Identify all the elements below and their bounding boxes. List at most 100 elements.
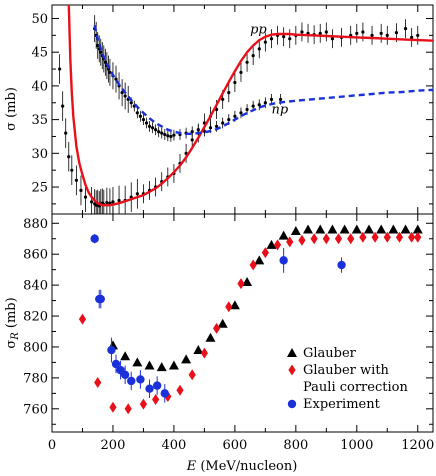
point-experiment xyxy=(279,256,288,265)
point-glauber-with-pauli-correction xyxy=(237,278,245,290)
legend-marker-glauber xyxy=(287,348,297,357)
bottom-y-axis-label: σR (mb) xyxy=(4,297,21,348)
data-point-np xyxy=(123,94,127,98)
data-point-np xyxy=(257,103,261,107)
data-point-np xyxy=(269,97,274,101)
data-point-np xyxy=(141,118,146,122)
y-tick-label-bot-860: 860 xyxy=(23,248,48,263)
point-experiment xyxy=(96,294,105,304)
data-point-np xyxy=(196,128,200,132)
data-point-np xyxy=(163,132,167,137)
top-y-axis-label: σ (mb) xyxy=(4,87,19,131)
data-point-pp xyxy=(385,33,389,37)
data-point-pp xyxy=(79,188,83,193)
y-tick-label-top-35: 35 xyxy=(31,113,48,128)
legend-marker-experiment xyxy=(287,399,297,409)
point-glauber-with-pauli-correction xyxy=(395,231,404,243)
y-tick-label-bot-820: 820 xyxy=(23,310,48,325)
data-point-np xyxy=(169,134,173,139)
panel-cross-section: 25 30 35 40 45 50 σ (mb) pp np xyxy=(4,4,434,215)
point-glauber-with-pauli-correction xyxy=(200,347,208,359)
data-point-pp xyxy=(282,35,286,39)
point-glauber xyxy=(254,255,265,265)
data-point-pp xyxy=(410,35,414,39)
point-glauber-with-pauli-correction xyxy=(225,301,233,313)
data-point-np xyxy=(160,131,164,135)
point-glauber xyxy=(376,224,387,234)
point-glauber xyxy=(388,224,399,234)
x-axis-label: E (MeV/nucleon) xyxy=(186,459,298,474)
point-glauber xyxy=(303,224,314,234)
data-point-pp xyxy=(64,131,68,135)
data-point-np xyxy=(245,107,249,112)
data-point-np xyxy=(233,114,237,118)
bottom-axes: 760 780 800 820 840 860 880 0 200 400 600 800 1000 12… xyxy=(23,214,434,453)
point-glauber-with-pauli-correction xyxy=(371,231,379,243)
point-experiment xyxy=(136,375,145,384)
data-point-np xyxy=(150,126,155,130)
data-point-np xyxy=(135,111,139,115)
data-point-np xyxy=(99,50,103,54)
y-tick-label-bot-840: 840 xyxy=(23,279,48,294)
data-point-np xyxy=(239,111,243,115)
data-point-np xyxy=(96,43,100,48)
data-point-np xyxy=(263,101,267,105)
point-experiment xyxy=(107,345,116,355)
legend-label-glauber-with-pauli-correction: Pauli correction xyxy=(303,380,408,395)
x-tick-label-200: 200 xyxy=(101,438,126,453)
point-glauber-with-pauli-correction xyxy=(347,233,355,245)
x-tick-label-800: 800 xyxy=(283,438,308,453)
point-glauber xyxy=(120,351,131,361)
x-tick-label-600: 600 xyxy=(222,438,247,453)
point-glauber xyxy=(363,224,374,234)
point-glauber xyxy=(217,318,228,328)
point-glauber xyxy=(351,224,362,234)
data-point-pp xyxy=(190,138,194,142)
data-point-np xyxy=(279,97,283,101)
data-point-pp xyxy=(269,37,274,41)
data-point-np xyxy=(227,118,231,122)
legend-label-glauber: Glauber xyxy=(303,346,357,361)
data-point-pp xyxy=(111,200,115,204)
data-point-pp xyxy=(288,37,292,41)
data-point-np xyxy=(166,134,170,138)
data-point-pp xyxy=(105,200,109,205)
data-point-np xyxy=(114,77,118,81)
x-tick-label-1000: 1000 xyxy=(340,438,373,453)
data-point-np xyxy=(190,130,194,134)
data-point-np xyxy=(172,133,176,137)
data-point-pp xyxy=(70,168,74,172)
y-tick-label-bot-880: 880 xyxy=(23,217,48,232)
panel-top-frame xyxy=(51,4,434,215)
point-experiment xyxy=(145,384,154,393)
point-glauber-with-pauli-correction xyxy=(261,247,269,259)
data-point-pp xyxy=(355,31,359,35)
point-glauber-with-pauli-correction xyxy=(359,231,367,243)
data-point-pp xyxy=(379,31,383,35)
point-glauber xyxy=(400,224,411,234)
data-point-pp xyxy=(67,155,71,159)
data-point-pp xyxy=(318,31,322,35)
point-experiment xyxy=(111,359,121,369)
point-glauber xyxy=(412,224,423,234)
point-experiment xyxy=(127,376,136,386)
data-point-pp xyxy=(58,67,62,71)
point-glauber xyxy=(168,360,179,370)
point-glauber xyxy=(242,277,253,287)
data-point-np xyxy=(129,101,133,105)
panel-bottom-frame xyxy=(51,213,434,433)
data-point-np xyxy=(157,130,161,134)
legend-marker-glauber-with-pauli-correction xyxy=(288,364,296,376)
point-glauber xyxy=(229,300,240,310)
y-tick-label-bot-800: 800 xyxy=(23,340,48,355)
point-glauber-with-pauli-correction xyxy=(124,403,132,415)
data-point-pp xyxy=(61,104,65,108)
y-tick-label-bot-780: 780 xyxy=(23,371,48,386)
top-axes: 25 30 35 40 45 50 xyxy=(31,5,433,214)
data-point-pp xyxy=(330,37,335,41)
point-glauber-with-pauli-correction xyxy=(139,398,148,410)
point-experiment xyxy=(120,370,130,379)
point-experiment xyxy=(152,381,162,390)
x-tick-label-1200: 1200 xyxy=(401,438,434,453)
data-point-pp xyxy=(300,30,304,34)
